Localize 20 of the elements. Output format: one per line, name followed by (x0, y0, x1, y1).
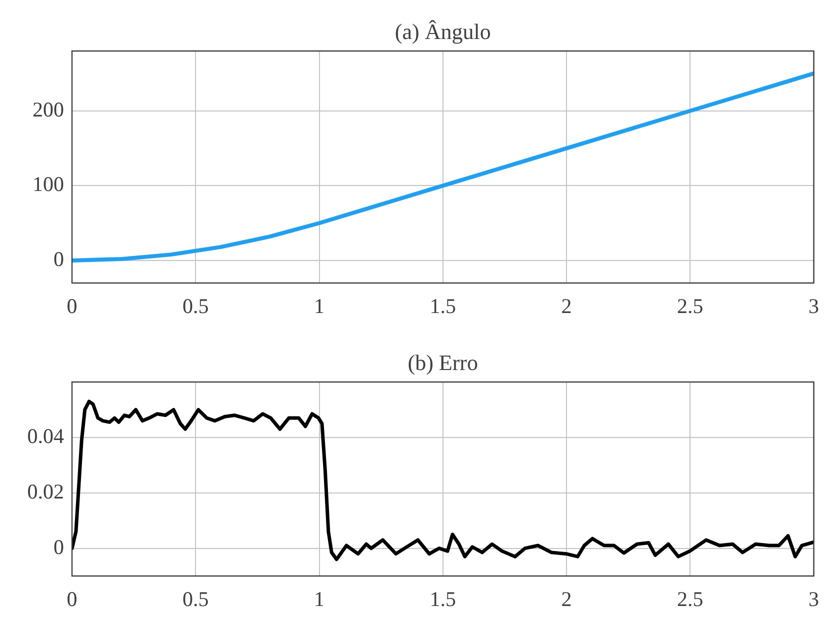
y-tick-label: 0 (54, 534, 64, 559)
y-tick-label: 0.04 (27, 424, 64, 448)
x-tick-label: 2 (561, 294, 572, 318)
x-tick-label: 1 (314, 294, 324, 318)
x-tick-label: 0.5 (182, 587, 209, 612)
y-tick-label: 200 (32, 97, 64, 122)
x-tick-label: 2.5 (677, 294, 704, 318)
y-tick-label: 0 (54, 247, 64, 272)
chart-title: (a) Ângulo (394, 19, 491, 44)
y-tick-label: 0.02 (27, 479, 64, 504)
x-tick-label: 1.5 (430, 294, 456, 318)
chart-title: (b) Erro (408, 350, 478, 375)
x-tick-label: 3 (808, 587, 819, 612)
x-tick-label: 2 (561, 587, 572, 612)
x-tick-label: 1.5 (430, 587, 456, 612)
x-tick-label: 3 (808, 294, 819, 318)
x-tick-label: 2.5 (677, 587, 704, 612)
x-tick-label: 0.5 (182, 294, 209, 318)
x-tick-label: 1 (314, 587, 324, 612)
y-tick-label: 100 (32, 172, 64, 196)
